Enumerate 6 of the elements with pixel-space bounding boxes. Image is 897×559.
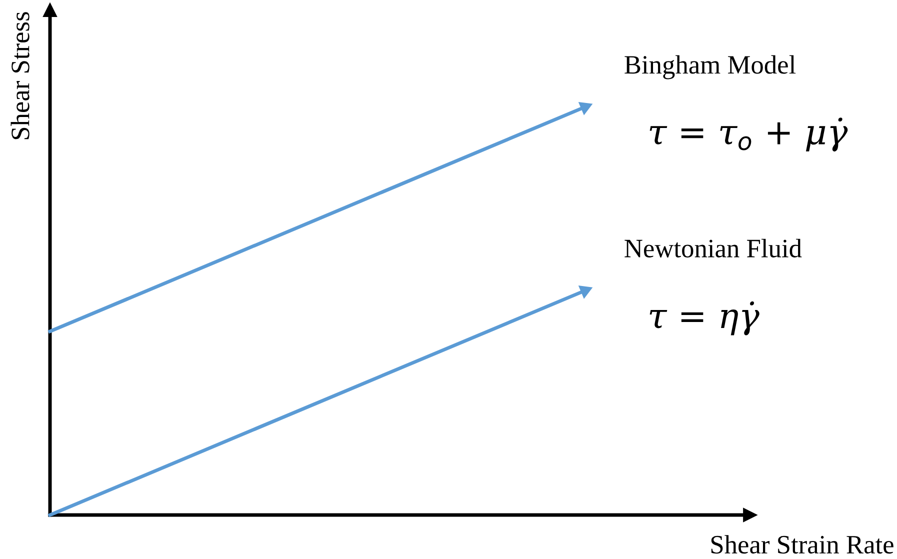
series-label: Newtonian Fluid (624, 238, 802, 258)
annotation: τ = ηγ̇ (650, 301, 760, 336)
y-axis-title: Shear Stress (10, 12, 30, 140)
x-axis-title: Shear Strain Rate (711, 535, 894, 554)
series-label: Bingham Model (624, 55, 796, 80)
annotation: τ = τ$_{o}$ + μγ̇ (650, 118, 848, 152)
